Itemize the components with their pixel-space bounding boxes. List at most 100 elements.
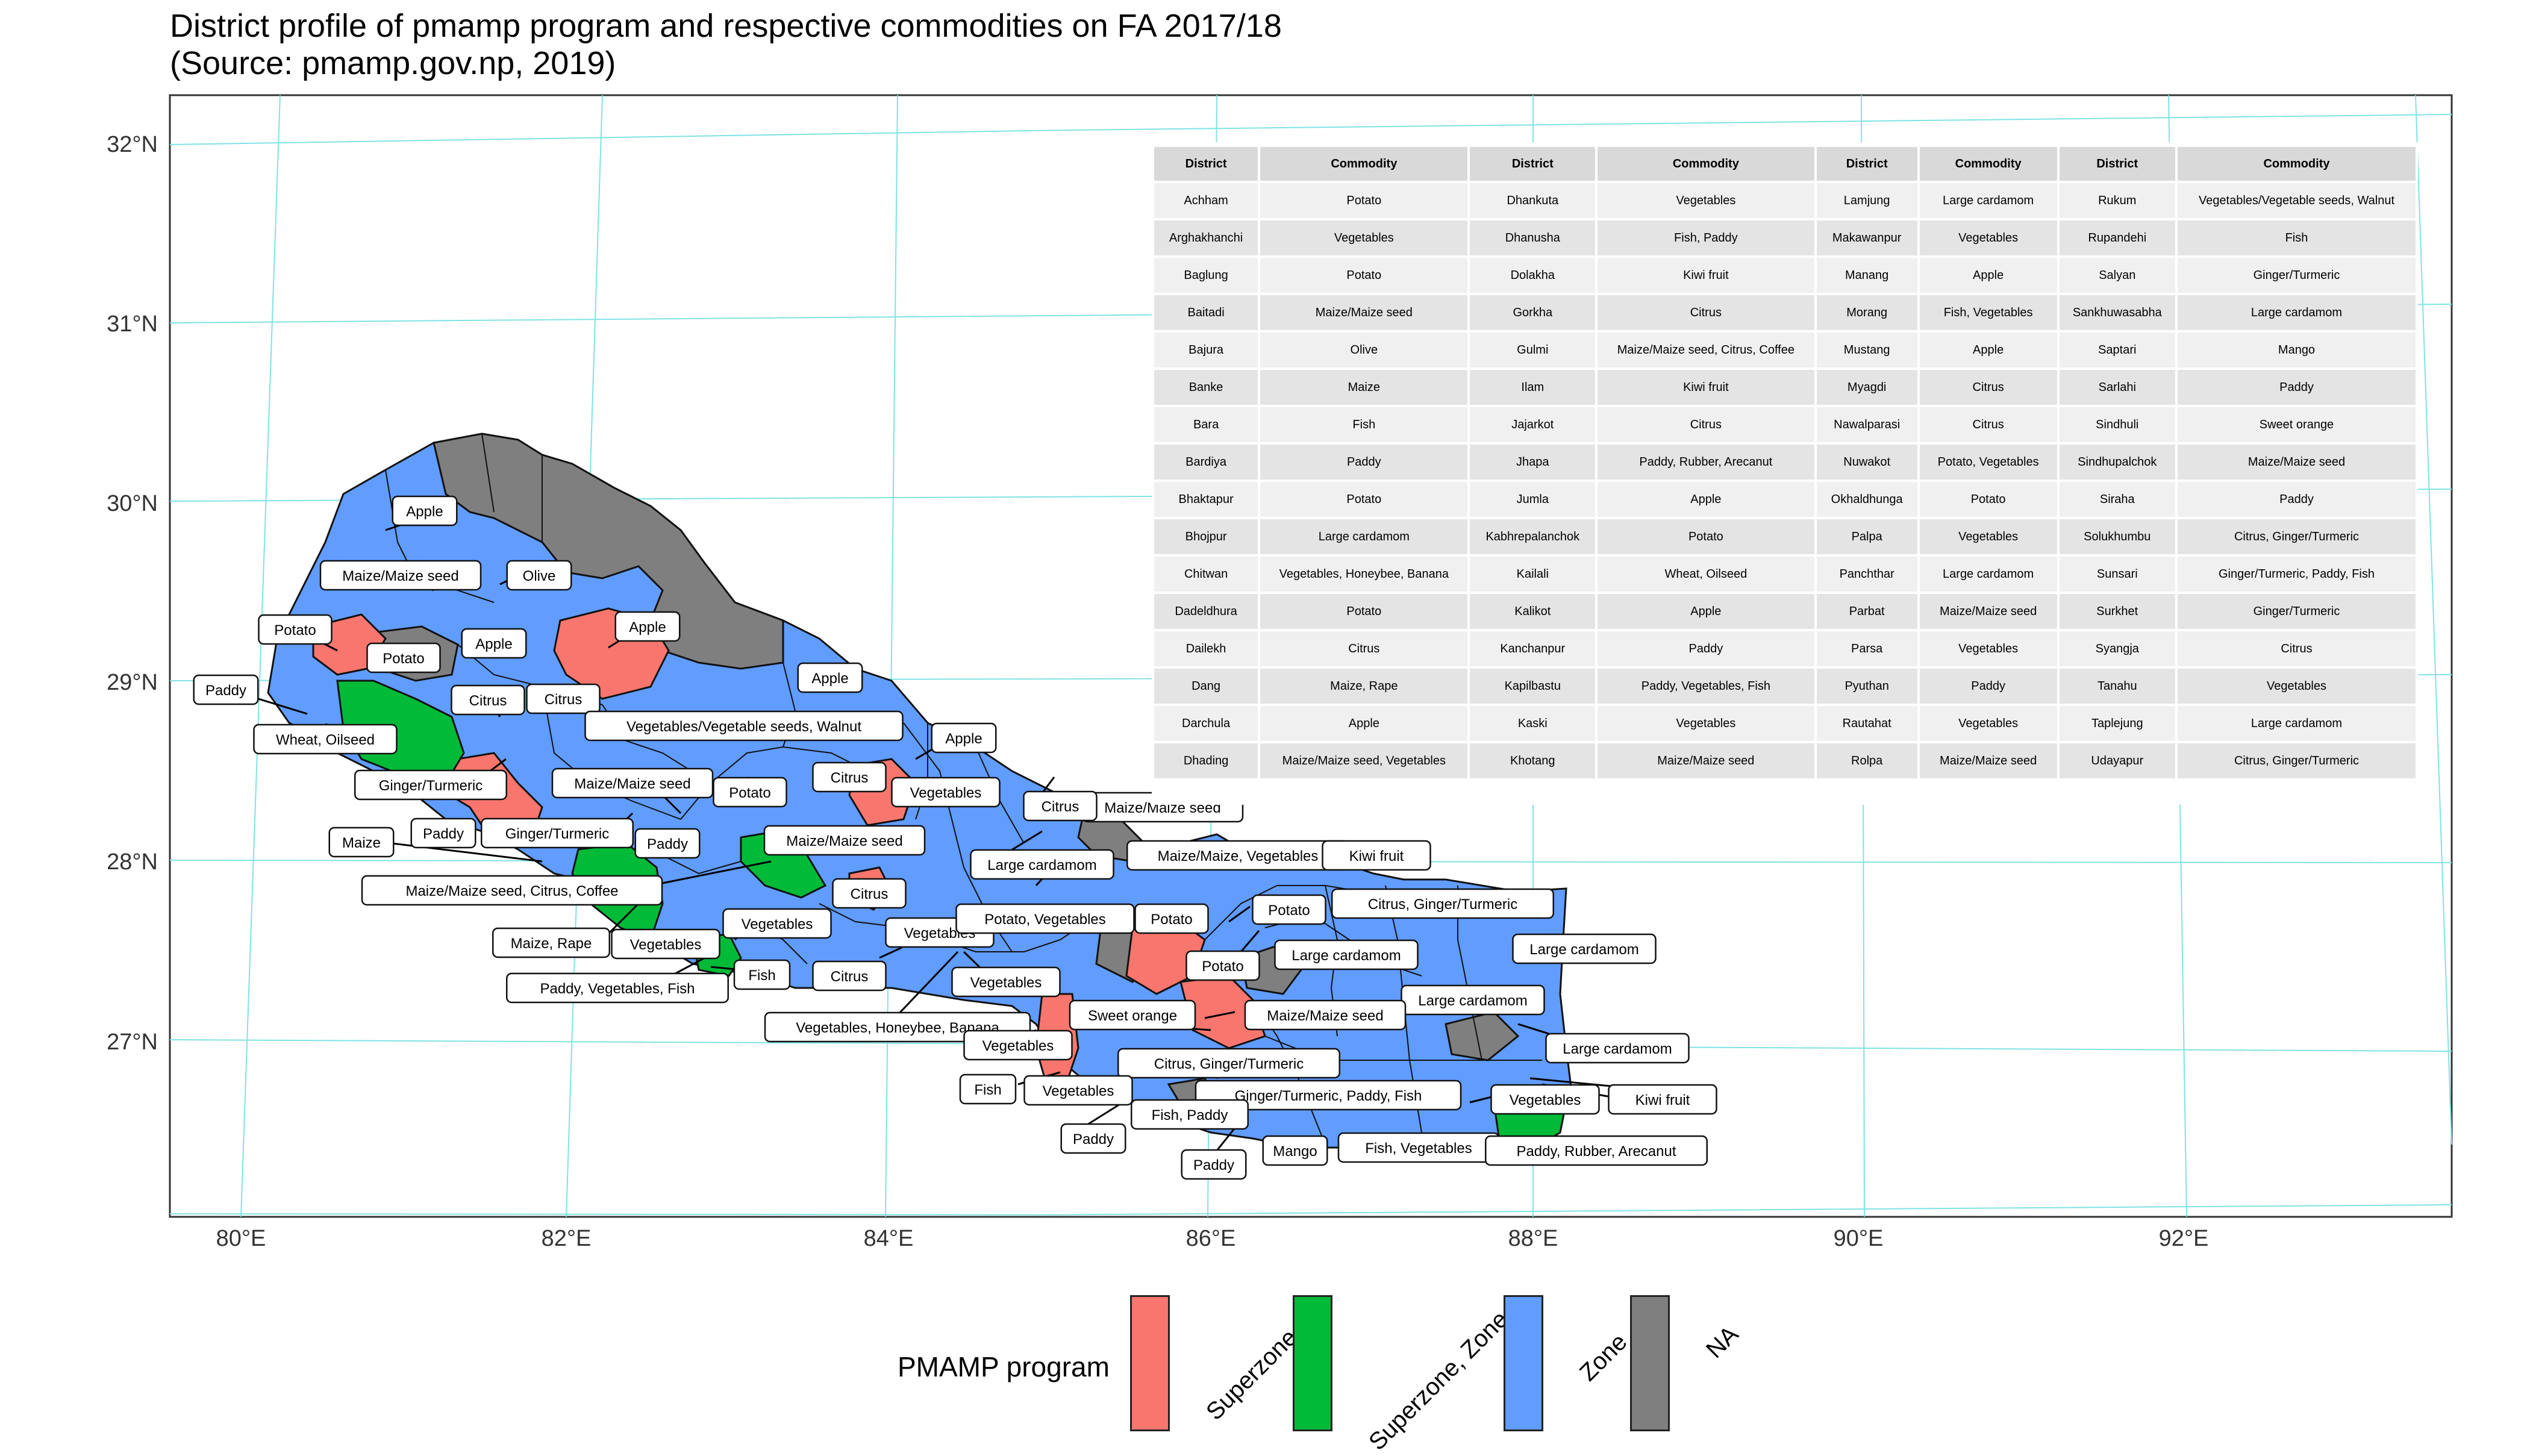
table-cell-commodity: Citrus [1598, 407, 1814, 442]
table-cell-commodity: Vegetables [1260, 220, 1468, 255]
table-cell-commodity: Maize/Maize seed, Citrus, Coffee [1598, 333, 1814, 367]
lon-label-88: 88°E [1508, 1226, 1558, 1251]
table-cell-commodity: Large cardamom [2177, 295, 2416, 330]
table-cell-district: Dailekh [1154, 631, 1258, 666]
table-cell-district: Parbat [1816, 594, 1917, 629]
district-label-text: Citrus [1042, 799, 1079, 815]
district-label: Large cardamom [970, 849, 1114, 880]
district-label-box [258, 614, 333, 645]
district-label-text: Paddy, Vegetables, Fish [540, 981, 695, 997]
table-cell-district: Dang [1154, 669, 1258, 704]
table-cell-commodity: Potato, Vegetables [1919, 445, 2057, 480]
legend-label-superzone-zone: Superzone, Zone [1364, 1306, 1514, 1456]
map-title-line-1: District profile of pmamp program and re… [170, 8, 1282, 44]
district-label-box [1252, 894, 1326, 925]
table-cell-district: Dhanusha [1470, 220, 1596, 255]
header-commodity-4: Commodity [2177, 147, 2416, 181]
lat-label-28: 28°N [107, 849, 158, 875]
table-cell-commodity: Potato [1260, 482, 1468, 517]
table-cell-commodity: Maize, Rape [1260, 669, 1468, 704]
district-label: Potato, Vegetables [955, 903, 1135, 934]
district-label: Citrus [812, 960, 887, 992]
table-cell-district: Jumla [1470, 482, 1596, 517]
district-label: Ginger/Turmeric, Paddy, Fish [1195, 1080, 1462, 1111]
table-cell-commodity: Citrus [1919, 407, 2057, 442]
table-cell-district: Baitadi [1154, 295, 1258, 330]
table-cell-commodity: Potato [1260, 258, 1468, 293]
district-label-text: Wheat, Oilseed [276, 732, 375, 748]
district-label: Potato [1134, 903, 1209, 934]
table-cell-district: Bhojpur [1154, 519, 1258, 554]
district-label-text: Olive [523, 568, 556, 584]
district-label-text: Large cardamom [1529, 942, 1638, 958]
district-label-box [614, 611, 681, 642]
district-label: Maize [328, 826, 395, 858]
table-row: Darchula Apple Kaski Vegetables Rautahat Vege… [1154, 706, 2416, 741]
district-label-box [1181, 1149, 1247, 1180]
table-cell-district: Kaski [1470, 706, 1596, 741]
table-cell-commodity: Apple [1919, 333, 2057, 367]
district-label-text: Citrus [469, 693, 507, 709]
table-cell-district: Khotang [1470, 743, 1596, 778]
table-cell-commodity: Citrus [2177, 631, 2416, 666]
district-label-box [1023, 790, 1098, 822]
legend: PMAMP program Superzone Superzone, Zone … [898, 1295, 1743, 1455]
commodity-table: District Commodity District Commodity Di… [1152, 145, 2418, 781]
district-label-text: Ginger/Turmeric [505, 826, 609, 842]
district-label-box [319, 560, 482, 591]
district-label: Citrus [812, 761, 887, 793]
legend-key-zone [1504, 1295, 1543, 1431]
table-cell-district: Sankhuwasabha [2059, 295, 2175, 330]
table-cell-commodity: Vegetables [1598, 183, 1814, 218]
district-label-box [832, 878, 907, 909]
district-label: Citrus [451, 684, 525, 716]
header-commodity-3: Commodity [1919, 147, 2057, 181]
table-cell-commodity: Apple [1598, 482, 1814, 517]
table-cell-district: Nawalparasi [1816, 407, 1917, 442]
legend-title: PMAMP program [898, 1351, 1110, 1383]
lon-axis: 80°E 82°E 84°E 86°E 88°E 90°E 92°E [216, 1226, 2209, 1251]
district-label: Paddy [1181, 1149, 1247, 1180]
table-cell-district: Solukhumbu [2059, 519, 2175, 554]
district-label-text: Apple [475, 636, 512, 652]
table-cell-district: Jajarkot [1470, 407, 1596, 442]
district-label-text: Potato [1151, 911, 1192, 928]
district-label: Citrus [1023, 790, 1098, 822]
table-cell-commodity: Paddy [2177, 482, 2416, 517]
district-label-box [506, 972, 729, 1004]
legend-label-superzone: Superzone [1201, 1324, 1302, 1426]
district-label-text: Fish, Paddy [1152, 1107, 1228, 1123]
district-label: Large cardamom [1512, 933, 1657, 964]
table-cell-district: Tanahu [2059, 669, 2175, 704]
table-cell-commodity: Paddy, Rubber, Arecanut [1598, 445, 1814, 480]
table-cell-commodity: Citrus [1919, 370, 2057, 405]
district-label-text: Vegetables [982, 1038, 1054, 1054]
district-label-box [763, 825, 926, 856]
table-row: Bardiya Paddy Jhapa Paddy, Rubber, Arecanut… [1154, 445, 2416, 480]
district-label-box [193, 674, 259, 705]
district-label-box [551, 767, 714, 799]
district-label: Apple [614, 611, 681, 642]
table-cell-district: Makawanpur [1816, 220, 1917, 255]
district-label-text: Maize/Maize seed, Citrus, Coffee [405, 883, 618, 899]
table-cell-district: Kapilbastu [1470, 669, 1596, 704]
district-label: Large cardamom [1545, 1033, 1690, 1064]
table-cell-district: Parsa [1816, 631, 1917, 666]
table-cell-commodity: Sweet orange [2177, 407, 2416, 442]
district-label: Paddy [410, 817, 476, 849]
district-label-text: Fish, Vegetables [1365, 1140, 1472, 1157]
table-cell-district: Rukum [2059, 183, 2175, 218]
table-cell-district: Myagdi [1816, 370, 1917, 405]
district-label-box [1322, 840, 1431, 871]
district-label-text: Large cardamom [987, 857, 1096, 873]
district-label-text: Potato [1268, 902, 1310, 919]
legend-key-superzone-zone [1293, 1295, 1332, 1431]
table-cell-district: Okhaldhunga [1816, 482, 1917, 517]
district-label-box [1545, 1033, 1690, 1064]
district-label-text: Fish [974, 1082, 1001, 1098]
table-cell-district: Kalikot [1470, 594, 1596, 629]
district-label: Paddy [1060, 1123, 1126, 1154]
table-cell-district: Palpa [1816, 519, 1917, 554]
table-cell-district: Sunsari [2059, 557, 2175, 592]
district-label-box [451, 684, 525, 716]
